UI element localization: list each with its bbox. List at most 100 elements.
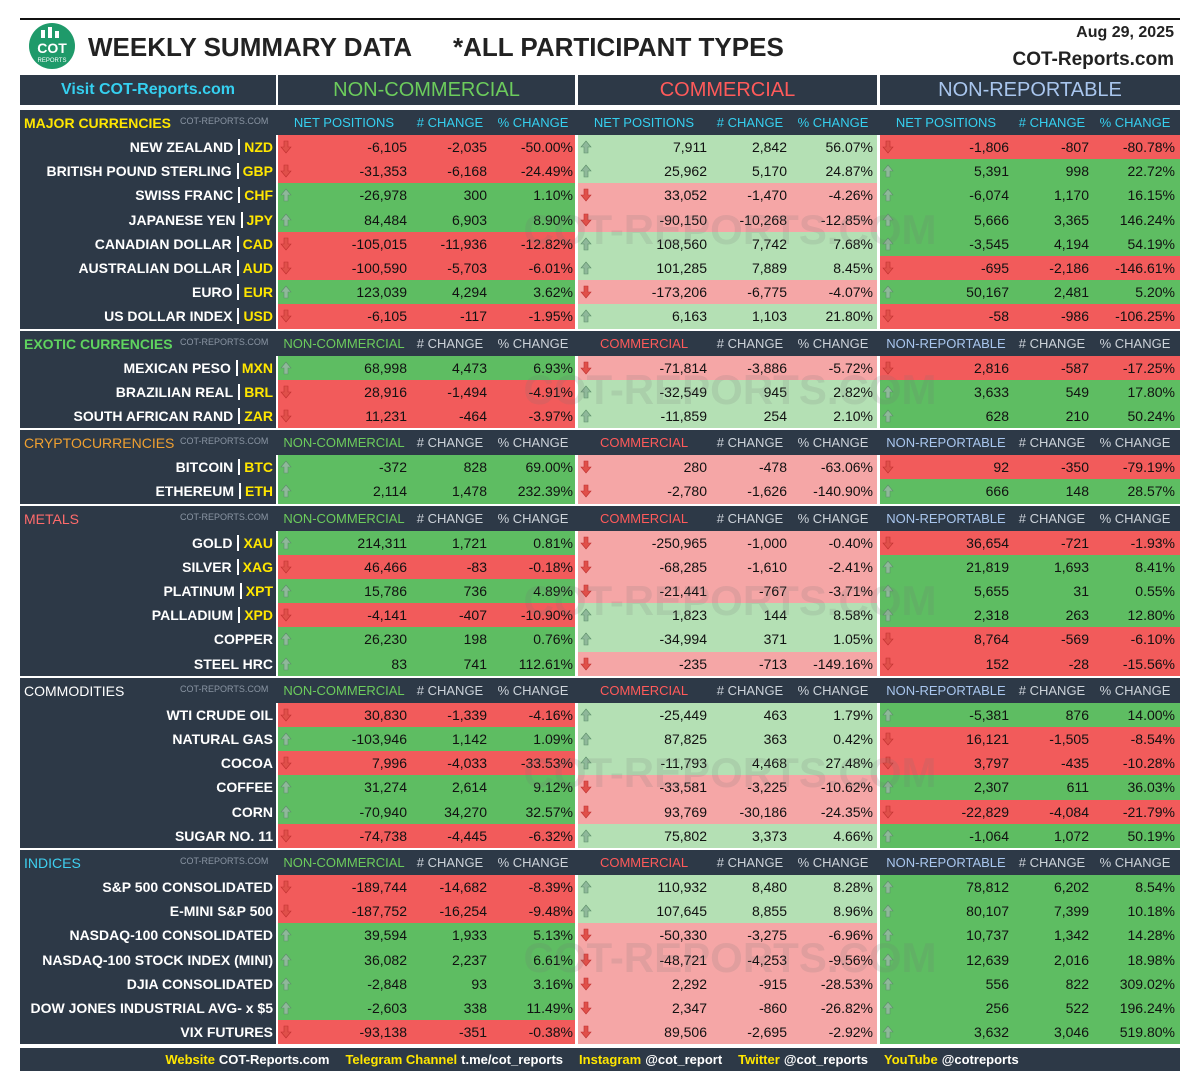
arrow-shape bbox=[580, 261, 592, 275]
arrow-shape bbox=[280, 805, 292, 818]
footer-item[interactable]: Website COT-Reports.com bbox=[165, 1052, 329, 1067]
section-tag: COT-REPORTS.COM bbox=[180, 511, 269, 522]
value-cell: -350 bbox=[1060, 459, 1089, 476]
section-header-bg bbox=[20, 330, 1180, 356]
change-arrow bbox=[280, 1025, 292, 1039]
value-cell: -10,268 bbox=[739, 211, 787, 228]
row-label: CANADIAN DOLLAR CAD bbox=[20, 231, 276, 256]
value-cell: -2,035 bbox=[447, 139, 487, 155]
row-bg bbox=[578, 280, 877, 305]
logo-text: COT bbox=[37, 40, 67, 56]
column-header: # CHANGE bbox=[716, 682, 784, 698]
value-cell: -4,445 bbox=[447, 827, 487, 844]
change-arrow bbox=[280, 310, 292, 323]
value-cell: 2,307 bbox=[973, 779, 1009, 796]
value-cell: 549 bbox=[1065, 383, 1089, 400]
value-cell: -15.56% bbox=[1122, 655, 1175, 672]
value-cell: -6.32% bbox=[528, 827, 573, 844]
value-cell: -1,064 bbox=[969, 827, 1009, 844]
instrument-name: AUSTRALIAN DOLLAR bbox=[78, 260, 232, 276]
footer-item[interactable]: Instagram @cot_report bbox=[579, 1052, 722, 1067]
row-bg bbox=[578, 231, 877, 256]
row-label: AUSTRALIAN DOLLAR AUD bbox=[20, 256, 276, 281]
instrument-name: E-MINI S&P 500 bbox=[169, 903, 273, 920]
section-title: MAJOR CURRENCIES bbox=[24, 115, 172, 131]
section-title: EXOTIC CURRENCIES bbox=[24, 335, 173, 352]
value-cell: 15,786 bbox=[364, 583, 407, 599]
arrow-shape bbox=[280, 977, 292, 991]
footer-bg bbox=[20, 1048, 1180, 1071]
value-cell: -2,848 bbox=[367, 975, 407, 992]
value-cell: 92 bbox=[993, 459, 1009, 476]
column-header: % CHANGE bbox=[497, 510, 569, 526]
row-bg bbox=[578, 971, 877, 996]
row-label: COCOA bbox=[20, 751, 276, 776]
change-arrow bbox=[280, 164, 292, 178]
row-bg bbox=[880, 947, 1180, 972]
value-cell: -8.39% bbox=[528, 879, 573, 895]
arrow-shape bbox=[882, 780, 894, 794]
row-bg bbox=[880, 875, 1180, 900]
value-cell: 0.42% bbox=[833, 731, 873, 747]
change-arrow bbox=[580, 781, 592, 794]
value-cell: 32.57% bbox=[525, 803, 573, 820]
change-arrow bbox=[280, 536, 292, 549]
row-bg bbox=[278, 183, 575, 208]
change-arrow bbox=[882, 904, 894, 918]
value-cell: 34,270 bbox=[444, 803, 487, 820]
value-cell: 741 bbox=[463, 655, 487, 672]
column-header: NON-REPORTABLE bbox=[886, 335, 1006, 351]
footer-value: @cot_report bbox=[645, 1052, 723, 1067]
change-arrow bbox=[882, 164, 894, 178]
column-header: # CHANGE bbox=[416, 435, 484, 451]
value-cell: -2.41% bbox=[828, 558, 873, 575]
watermark: COT-REPORTS.COM bbox=[523, 205, 937, 253]
change-arrow bbox=[580, 880, 592, 894]
value-cell: 11,231 bbox=[365, 408, 407, 424]
arrow-shape bbox=[580, 829, 592, 843]
value-cell: 5.20% bbox=[1135, 284, 1175, 301]
arrow-shape bbox=[882, 708, 894, 722]
change-arrow bbox=[580, 904, 592, 918]
footer-item[interactable]: Twitter @cot_reports bbox=[738, 1052, 868, 1067]
row-label: SUGAR NO. 11 bbox=[20, 823, 276, 848]
row-label: DJIA CONSOLIDATED bbox=[20, 971, 276, 996]
link-cell[interactable]: Visit COT-Reports.com bbox=[20, 75, 276, 105]
subtitle: *ALL PARTICIPANT TYPES bbox=[453, 32, 784, 62]
section-tag: COT-REPORTS.COM bbox=[180, 856, 269, 866]
row-bg bbox=[278, 530, 575, 555]
value-cell: 93,769 bbox=[664, 803, 707, 820]
value-cell: -915 bbox=[758, 975, 787, 992]
value-cell: 112.61% bbox=[518, 655, 573, 672]
instrument-name: STEEL HRC bbox=[193, 655, 273, 672]
row-bg bbox=[880, 455, 1180, 480]
value-cell: 3,633 bbox=[973, 383, 1009, 400]
date: Aug 29, 2025 bbox=[1076, 24, 1174, 41]
instrument-name: NASDAQ-100 CONSOLIDATED bbox=[69, 927, 273, 944]
column-header: # CHANGE bbox=[1018, 510, 1086, 526]
section-tag: COT-REPORTS.COM bbox=[180, 116, 269, 126]
value-cell: 8.90% bbox=[533, 211, 573, 228]
value-cell: 7.68% bbox=[833, 235, 873, 252]
value-cell: 256 bbox=[985, 1000, 1009, 1016]
value-cell: -11,859 bbox=[660, 408, 707, 424]
change-arrow bbox=[580, 732, 592, 746]
value-cell: 4,194 bbox=[1053, 235, 1089, 252]
value-cell: 10,737 bbox=[966, 927, 1009, 944]
value-cell: 6.61% bbox=[533, 951, 573, 968]
instrument-code: NZD bbox=[238, 139, 273, 155]
value-cell: -6,775 bbox=[747, 284, 787, 301]
arrow-shape bbox=[882, 805, 894, 819]
value-cell: 338 bbox=[463, 1000, 487, 1016]
column-header: # CHANGE bbox=[416, 115, 484, 130]
value-cell: -435 bbox=[1060, 755, 1089, 772]
footer-item[interactable]: Telegram Channel t.me/cot_reports bbox=[345, 1052, 563, 1067]
row-bg bbox=[578, 627, 877, 652]
instrument-code: AUD bbox=[236, 260, 273, 276]
footer-item[interactable]: YouTube @cotreports bbox=[884, 1052, 1019, 1067]
change-arrow bbox=[580, 164, 592, 178]
value-cell: -4.91% bbox=[528, 383, 573, 400]
group-header: COMMERCIAL bbox=[578, 75, 877, 105]
arrow-shape bbox=[882, 261, 894, 275]
row-label: ETHEREUM ETH bbox=[20, 479, 276, 504]
